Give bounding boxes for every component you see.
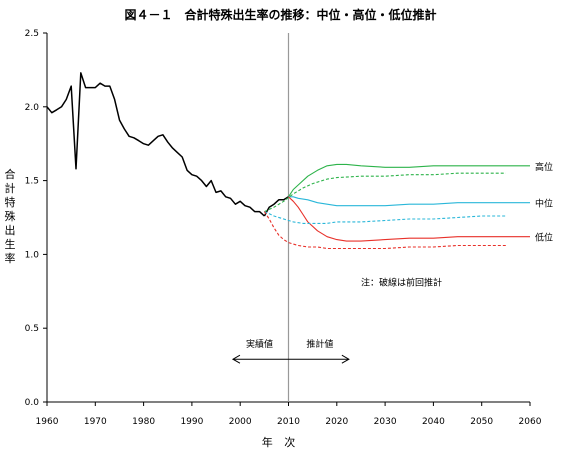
x-axis-label: 年 次 xyxy=(261,436,300,449)
x-tick-label: 2020 xyxy=(325,417,348,427)
y-axis-label: 合計特殊出生率 xyxy=(4,168,16,265)
series-line-medium xyxy=(288,196,530,207)
label-actual: 実績値 xyxy=(246,338,273,350)
series-line-actual xyxy=(46,72,265,217)
label-projected: 推計値 xyxy=(306,338,333,350)
series-line-actual-recent xyxy=(263,196,289,217)
label-low: 低位 xyxy=(535,232,553,244)
label-high: 高位 xyxy=(535,161,553,173)
x-tick-label: 2000 xyxy=(229,417,252,427)
x-tick-label: 1970 xyxy=(84,417,107,427)
x-tick-label: 1960 xyxy=(36,417,59,427)
x-tick-label: 1990 xyxy=(180,417,203,427)
x-tick-label: 2030 xyxy=(374,417,397,427)
label-medium: 中位 xyxy=(535,198,553,210)
series-line-low xyxy=(288,196,530,242)
arrow-right-head xyxy=(341,354,350,364)
y-tick-label: 1.5 xyxy=(25,177,39,187)
series-line-high-prev xyxy=(264,172,506,213)
x-tick-label: 2050 xyxy=(470,417,493,427)
y-tick-label: 1.0 xyxy=(25,250,40,260)
dashed-note: 注：破線は前回推計 xyxy=(361,276,442,288)
x-tick-label: 2060 xyxy=(519,417,542,427)
y-tick-label: 2.5 xyxy=(25,29,39,39)
x-tick-label: 1980 xyxy=(132,417,155,427)
x-tick-label: 2040 xyxy=(422,417,445,427)
chart-title: 図４－１ 合計特殊出生率の推移：中位・高位・低位推計 xyxy=(124,8,437,22)
arrow-left-head xyxy=(231,354,241,364)
y-tick-label: 0.0 xyxy=(25,398,40,408)
y-tick-label: 0.5 xyxy=(25,324,39,334)
y-tick-label: 2.0 xyxy=(25,103,40,113)
axes: 0.0 0.5 1.0 1.5 2.0 2.5 1960 1970 1980 1990 2000 20… xyxy=(25,29,542,427)
series-lines xyxy=(46,72,530,250)
x-tick-label: 2010 xyxy=(277,417,300,427)
series-line-high xyxy=(288,163,530,198)
series-line-medium-prev xyxy=(264,211,506,224)
series-line-low-prev xyxy=(263,211,506,250)
